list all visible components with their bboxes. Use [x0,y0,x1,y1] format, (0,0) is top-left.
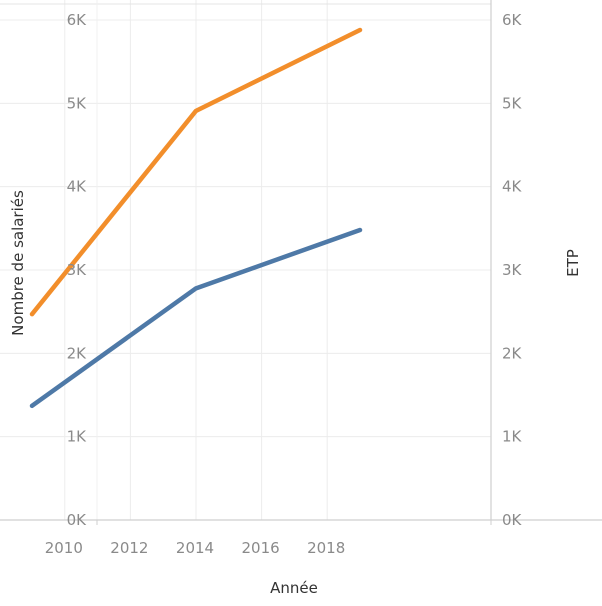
left-y-tick-labels: 0K 1K 2K 3K 4K 5K 6K [67,11,88,529]
right-y-tick-label: 1K [502,428,523,446]
left-y-tick-label: 3K [67,261,88,279]
left-y-axis-title: Nombre de salariés [9,190,27,336]
series-layer [29,27,363,409]
axes [0,0,602,525]
right-y-tick-label: 4K [502,178,523,196]
right-y-tick-label: 2K [502,344,523,362]
x-tick-label: 2016 [242,539,280,557]
left-y-tick-label: 2K [67,344,88,362]
right-y-tick-label: 6K [502,11,523,29]
left-y-tick-label: 5K [67,94,88,112]
x-tick-label: 2014 [176,539,214,557]
right-y-tick-label: 5K [502,94,523,112]
x-tick-label: 2010 [45,539,83,557]
x-tick-label: 2012 [110,539,148,557]
x-tick-labels: 2010 2012 2014 2016 2018 [45,539,346,557]
series-line-1 [29,227,363,409]
gridlines [0,0,491,520]
right-y-axis-title: ETP [564,249,582,277]
left-y-tick-label: 4K [67,178,88,196]
x-axis-title: Année [270,579,318,597]
left-y-tick-label: 1K [67,428,88,446]
left-y-tick-label: 6K [67,11,88,29]
right-y-tick-labels: 0K 1K 2K 3K 4K 5K 6K [502,11,523,529]
series-line-0 [29,27,363,317]
right-y-tick-label: 0K [502,511,523,529]
left-y-tick-label: 0K [67,511,88,529]
right-y-tick-label: 3K [502,261,523,279]
x-tick-label: 2018 [307,539,345,557]
